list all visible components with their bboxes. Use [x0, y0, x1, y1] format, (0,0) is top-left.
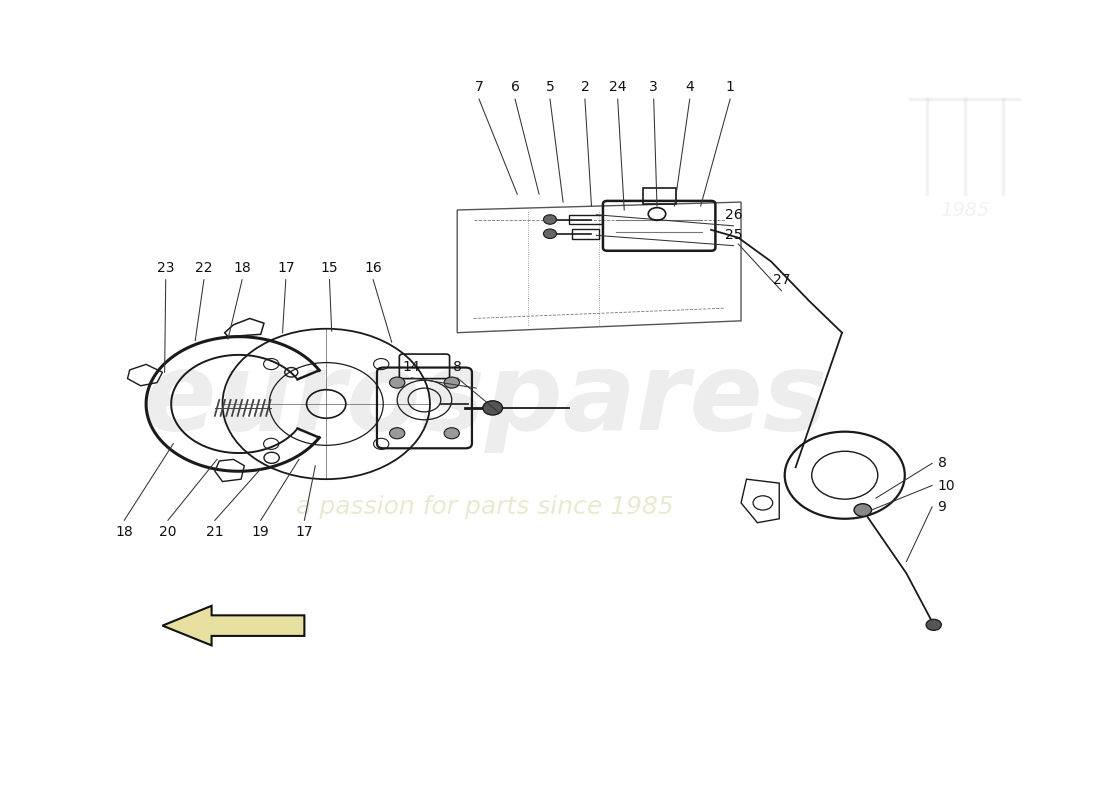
Text: 21: 21: [206, 525, 223, 539]
Text: 20: 20: [160, 525, 177, 539]
Text: 18: 18: [233, 261, 251, 275]
Text: 1: 1: [726, 81, 735, 94]
Text: 3: 3: [649, 81, 658, 94]
Bar: [569, 214, 602, 224]
Text: 8: 8: [937, 456, 946, 470]
Text: 1985: 1985: [940, 201, 990, 219]
Text: 27: 27: [772, 273, 790, 286]
Circle shape: [444, 377, 460, 388]
Text: 25: 25: [725, 228, 742, 242]
Text: a passion for parts since 1985: a passion for parts since 1985: [296, 495, 673, 519]
Polygon shape: [163, 606, 305, 646]
Text: eurospares: eurospares: [142, 347, 827, 453]
Circle shape: [543, 229, 557, 238]
Bar: [572, 229, 598, 238]
Text: 6: 6: [510, 81, 519, 94]
Text: 19: 19: [252, 525, 270, 539]
Circle shape: [389, 428, 405, 438]
Text: 15: 15: [321, 261, 339, 275]
Text: 4: 4: [685, 81, 694, 94]
Text: 17: 17: [277, 261, 295, 275]
Text: 7: 7: [475, 81, 483, 94]
Text: 17: 17: [296, 525, 314, 539]
Text: 5: 5: [546, 81, 554, 94]
Text: 10: 10: [937, 478, 955, 493]
Circle shape: [926, 619, 942, 630]
Circle shape: [389, 377, 405, 388]
Text: 22: 22: [195, 261, 212, 275]
Text: 24: 24: [609, 81, 626, 94]
Text: 14: 14: [403, 360, 420, 374]
Text: 8: 8: [453, 360, 462, 374]
Circle shape: [854, 504, 871, 516]
Text: 23: 23: [157, 261, 175, 275]
Circle shape: [483, 401, 503, 415]
Circle shape: [444, 428, 460, 438]
Text: 18: 18: [116, 525, 133, 539]
Text: 26: 26: [725, 208, 742, 222]
Bar: [642, 188, 675, 204]
Text: 9: 9: [937, 500, 946, 514]
Circle shape: [543, 214, 557, 224]
Text: 2: 2: [581, 81, 590, 94]
Text: 16: 16: [364, 261, 382, 275]
